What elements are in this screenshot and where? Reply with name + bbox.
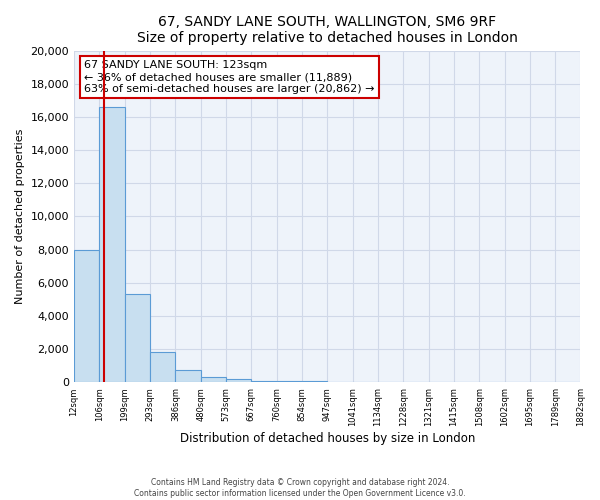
Bar [74, 250, 100, 382]
Bar [150, 352, 175, 382]
X-axis label: Distribution of detached houses by size in London: Distribution of detached houses by size … [179, 432, 475, 445]
Bar [125, 294, 150, 382]
Title: 67, SANDY LANE SOUTH, WALLINGTON, SM6 9RF
Size of property relative to detached : 67, SANDY LANE SOUTH, WALLINGTON, SM6 9R… [137, 15, 518, 45]
Text: 67 SANDY LANE SOUTH: 123sqm
← 36% of detached houses are smaller (11,889)
63% of: 67 SANDY LANE SOUTH: 123sqm ← 36% of det… [84, 60, 374, 94]
Bar [200, 378, 226, 382]
Bar [175, 370, 200, 382]
Bar [100, 107, 125, 382]
Bar [226, 379, 251, 382]
Bar [277, 381, 302, 382]
Y-axis label: Number of detached properties: Number of detached properties [15, 129, 25, 304]
Text: Contains HM Land Registry data © Crown copyright and database right 2024.
Contai: Contains HM Land Registry data © Crown c… [134, 478, 466, 498]
Bar [251, 381, 277, 382]
